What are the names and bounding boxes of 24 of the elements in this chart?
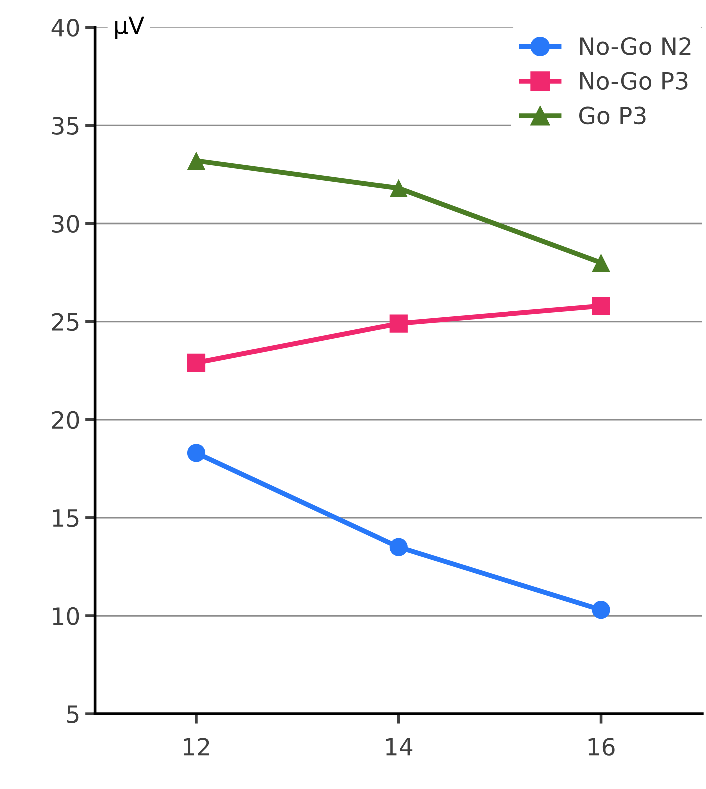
point [592,297,610,316]
point [390,179,408,198]
point [592,254,610,272]
y-tick-label: 30 [52,215,80,234]
legend-label: No-Go N2 [580,37,691,56]
y-tick-label: 40 [52,19,80,37]
y-tick-label: 20 [52,411,80,430]
x-tick-label: 12 [184,738,210,756]
point [187,354,206,372]
legend-label: No-Go P3 [580,72,688,90]
y-tick-label: 25 [52,313,79,332]
point [187,152,206,170]
x-tick-label: 14 [386,738,413,756]
point [187,444,206,462]
y-axis-title: μV [116,16,145,40]
point [390,314,408,333]
point [592,601,610,620]
point [390,538,408,556]
y-tick-label: 5 [68,706,79,724]
y-tick-label: 10 [53,607,80,626]
y-tick-label: 35 [52,117,79,135]
x-tick-label: 16 [588,738,615,756]
legend-label: Go P3 [579,106,646,125]
y-tick-label: 15 [53,510,79,528]
